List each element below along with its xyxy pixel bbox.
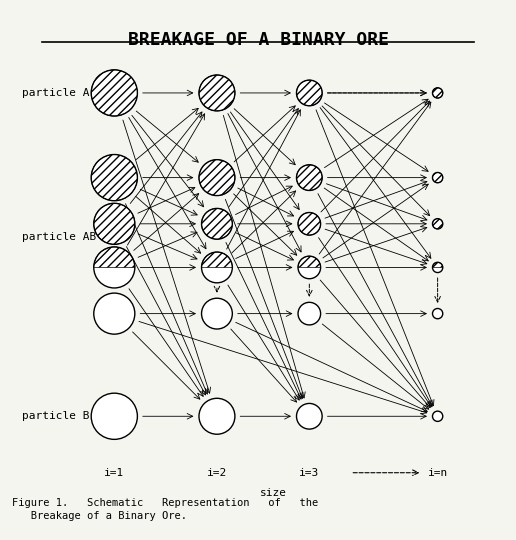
Circle shape — [202, 208, 232, 239]
Circle shape — [432, 262, 443, 273]
Circle shape — [199, 75, 235, 111]
Circle shape — [298, 213, 320, 235]
Circle shape — [297, 403, 322, 429]
Circle shape — [298, 302, 320, 325]
Circle shape — [91, 70, 137, 116]
Circle shape — [202, 252, 232, 283]
Circle shape — [94, 203, 135, 244]
Circle shape — [91, 393, 137, 440]
Circle shape — [199, 160, 235, 195]
Text: Breakage of a Binary Ore.: Breakage of a Binary Ore. — [12, 511, 187, 521]
Circle shape — [297, 165, 322, 191]
Circle shape — [199, 399, 235, 434]
Text: particle AB: particle AB — [22, 232, 96, 241]
Text: i=3: i=3 — [299, 468, 319, 478]
Text: BREAKAGE OF A BINARY ORE: BREAKAGE OF A BINARY ORE — [127, 31, 389, 49]
Text: particle A: particle A — [22, 88, 89, 98]
Circle shape — [202, 298, 232, 329]
Circle shape — [297, 80, 322, 106]
Text: i=1: i=1 — [104, 468, 124, 478]
Circle shape — [94, 293, 135, 334]
Text: i=2: i=2 — [207, 468, 227, 478]
Circle shape — [298, 256, 320, 279]
Text: i=n: i=n — [427, 468, 448, 478]
Circle shape — [432, 219, 443, 229]
Text: size: size — [260, 488, 287, 498]
Circle shape — [432, 88, 443, 98]
Circle shape — [94, 247, 135, 288]
Text: particle B: particle B — [22, 411, 89, 421]
Circle shape — [91, 154, 137, 201]
Circle shape — [432, 411, 443, 421]
Circle shape — [432, 308, 443, 319]
Circle shape — [432, 172, 443, 183]
Text: Figure 1.   Schematic   Representation   of   the: Figure 1. Schematic Representation of th… — [12, 498, 318, 508]
